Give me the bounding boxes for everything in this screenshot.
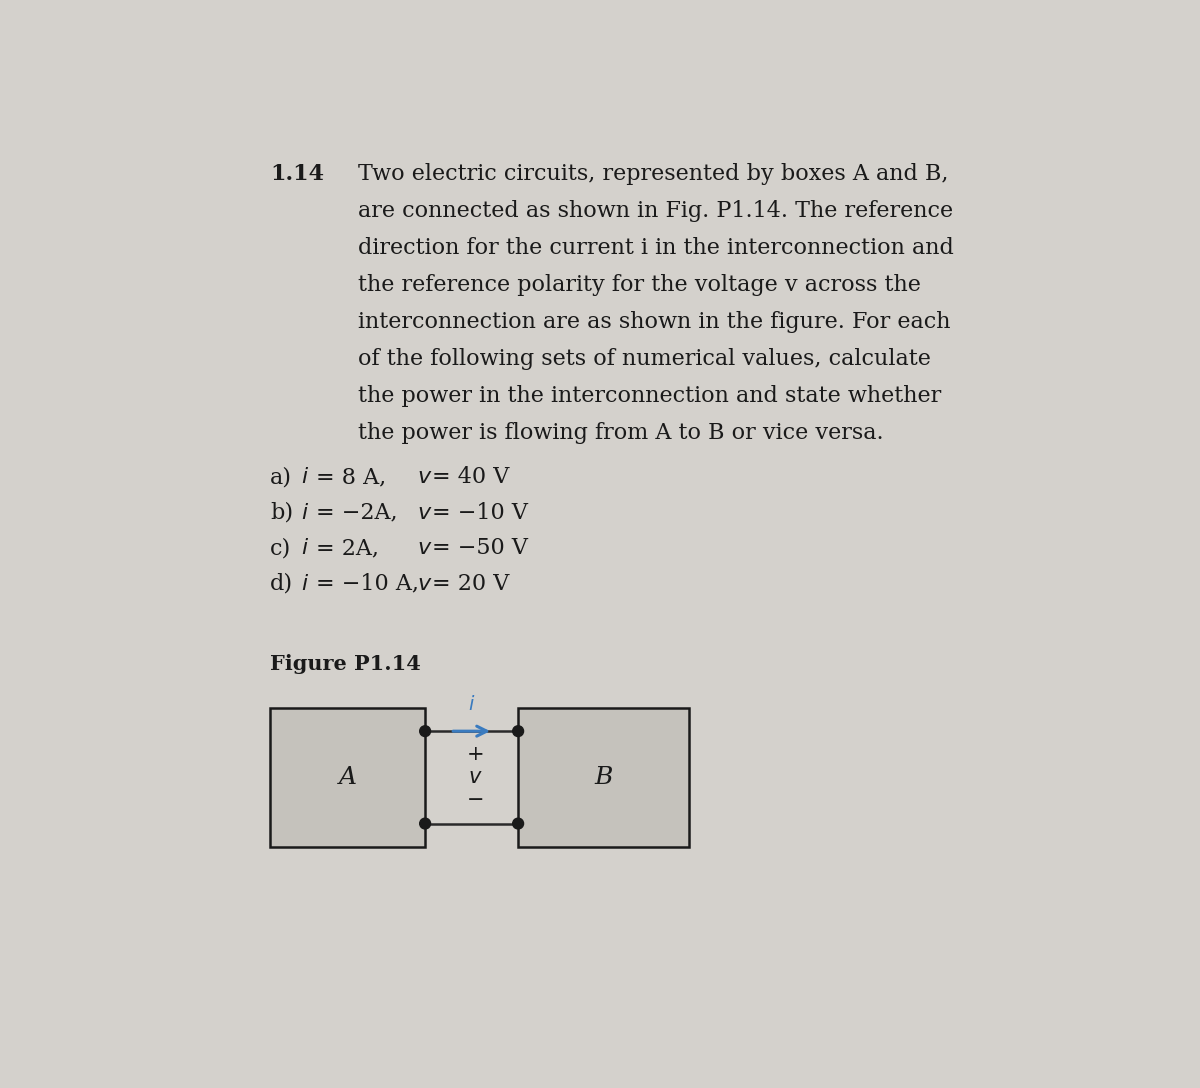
Text: direction for the current i in the interconnection and: direction for the current i in the inter… xyxy=(358,237,954,259)
Text: = 40 V: = 40 V xyxy=(432,467,510,489)
Text: = −10 A,: = −10 A, xyxy=(316,572,419,594)
Text: = −10 V: = −10 V xyxy=(432,502,528,523)
Text: of the following sets of numerical values, calculate: of the following sets of numerical value… xyxy=(358,348,930,370)
Text: +: + xyxy=(467,745,485,764)
Text: the reference polarity for the voltage v across the: the reference polarity for the voltage v… xyxy=(358,274,920,296)
Text: −: − xyxy=(467,791,485,809)
Text: a): a) xyxy=(270,467,292,489)
Text: Two electric circuits, represented by boxes A and B,: Two electric circuits, represented by bo… xyxy=(358,163,948,185)
Text: A: A xyxy=(338,766,356,789)
Text: = 2A,: = 2A, xyxy=(316,537,379,559)
Text: the power is flowing from A to B or vice versa.: the power is flowing from A to B or vice… xyxy=(358,422,883,444)
Text: b): b) xyxy=(270,502,293,523)
Text: = 20 V: = 20 V xyxy=(432,572,510,594)
Bar xyxy=(518,708,689,846)
Text: interconnection are as shown in the figure. For each: interconnection are as shown in the figu… xyxy=(358,311,950,333)
Text: $i$: $i$ xyxy=(468,695,475,714)
Text: = −2A,: = −2A, xyxy=(316,502,397,523)
Text: c): c) xyxy=(270,537,292,559)
Text: $v$: $v$ xyxy=(418,537,433,559)
Text: = 8 A,: = 8 A, xyxy=(316,467,386,489)
Text: d): d) xyxy=(270,572,293,594)
Bar xyxy=(270,708,425,846)
Text: $i$: $i$ xyxy=(301,467,310,489)
Circle shape xyxy=(512,726,523,737)
Text: = −50 V: = −50 V xyxy=(432,537,528,559)
Text: $v$: $v$ xyxy=(418,572,433,594)
Circle shape xyxy=(512,818,523,829)
Circle shape xyxy=(420,726,431,737)
Text: $v$: $v$ xyxy=(418,467,433,489)
Text: $i$: $i$ xyxy=(301,502,310,523)
Text: $v$: $v$ xyxy=(418,502,433,523)
Text: B: B xyxy=(594,766,612,789)
Text: $i$: $i$ xyxy=(301,572,310,594)
Text: are connected as shown in Fig. P1.14. The reference: are connected as shown in Fig. P1.14. Th… xyxy=(358,200,953,222)
Text: $i$: $i$ xyxy=(301,537,310,559)
Circle shape xyxy=(420,818,431,829)
Text: the power in the interconnection and state whether: the power in the interconnection and sta… xyxy=(358,385,941,407)
Text: 1.14: 1.14 xyxy=(270,163,324,185)
Text: Figure P1.14: Figure P1.14 xyxy=(270,654,421,675)
Text: $v$: $v$ xyxy=(468,768,482,787)
